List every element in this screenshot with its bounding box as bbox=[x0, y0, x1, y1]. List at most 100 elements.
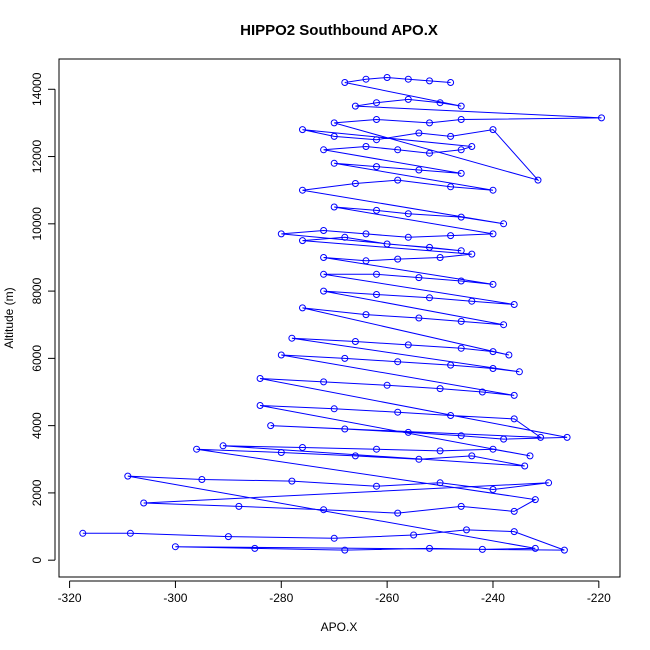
data-point bbox=[531, 544, 539, 552]
data-point bbox=[330, 159, 338, 167]
data-point bbox=[404, 75, 412, 83]
data-point bbox=[436, 479, 444, 487]
data-point bbox=[320, 270, 328, 278]
data-point bbox=[330, 203, 338, 211]
data-point bbox=[526, 452, 534, 460]
data-point bbox=[489, 445, 497, 453]
data-point bbox=[489, 126, 497, 134]
x-axis: -320 -300 -280 -260 -240 -220 bbox=[58, 580, 611, 605]
data-point bbox=[457, 344, 465, 352]
data-point bbox=[373, 270, 380, 278]
data-point bbox=[489, 280, 497, 288]
series-line bbox=[82, 76, 602, 551]
data-point bbox=[277, 230, 285, 238]
data-point bbox=[447, 183, 455, 191]
data-point bbox=[478, 388, 486, 396]
data-point bbox=[124, 472, 132, 480]
data-point bbox=[489, 486, 497, 493]
data-point bbox=[404, 341, 412, 349]
data-point bbox=[193, 445, 201, 453]
data-point bbox=[468, 250, 476, 258]
data-point bbox=[560, 546, 568, 554]
data-point bbox=[394, 255, 402, 263]
data-point bbox=[468, 143, 476, 150]
data-point bbox=[341, 233, 349, 241]
data-point bbox=[457, 247, 465, 255]
data-point bbox=[373, 291, 380, 298]
data-point bbox=[426, 294, 433, 302]
data-point bbox=[426, 77, 433, 85]
data-point bbox=[515, 368, 523, 376]
data-point bbox=[436, 447, 444, 455]
data-point bbox=[126, 529, 134, 537]
data-point bbox=[447, 79, 455, 86]
data-point bbox=[362, 311, 370, 319]
data-point bbox=[426, 243, 433, 251]
data-point bbox=[410, 531, 418, 539]
data-point bbox=[140, 499, 148, 507]
data-point bbox=[404, 428, 412, 436]
data-point bbox=[394, 358, 402, 366]
data-point bbox=[351, 102, 359, 110]
data-point bbox=[341, 546, 349, 554]
data-point bbox=[79, 529, 87, 537]
data-point bbox=[500, 435, 508, 443]
data-point bbox=[510, 301, 518, 308]
y-tick-label: 8000 bbox=[30, 277, 44, 304]
data-point bbox=[500, 321, 508, 329]
x-tick-label: -260 bbox=[375, 591, 399, 605]
y-tick-label: 0 bbox=[30, 557, 44, 564]
data-layer bbox=[79, 74, 605, 554]
data-point bbox=[426, 149, 433, 157]
data-point bbox=[330, 534, 338, 542]
data-point bbox=[330, 405, 338, 413]
data-point bbox=[299, 237, 306, 245]
data-point bbox=[404, 210, 412, 218]
data-point bbox=[436, 385, 444, 393]
data-point bbox=[415, 274, 423, 282]
data-point bbox=[415, 129, 423, 137]
data-point bbox=[457, 146, 465, 154]
data-point bbox=[447, 412, 455, 419]
data-point bbox=[404, 95, 412, 103]
y-axis-label: Altitude (m) bbox=[2, 287, 16, 348]
data-point bbox=[404, 233, 412, 241]
data-point bbox=[373, 136, 380, 144]
data-point bbox=[468, 297, 476, 305]
x-tick-label: -300 bbox=[163, 591, 187, 605]
data-point bbox=[521, 462, 529, 470]
data-point bbox=[224, 533, 232, 541]
data-point bbox=[500, 220, 508, 228]
data-point bbox=[563, 433, 571, 441]
data-point bbox=[436, 99, 444, 107]
data-point bbox=[320, 287, 328, 295]
data-point bbox=[394, 509, 402, 517]
data-point bbox=[330, 132, 338, 140]
data-point bbox=[277, 449, 285, 456]
x-axis-label: APO.X bbox=[321, 620, 358, 634]
data-point bbox=[235, 502, 243, 510]
data-point bbox=[463, 526, 470, 534]
data-point bbox=[383, 381, 391, 389]
data-point bbox=[362, 75, 370, 83]
data-point bbox=[489, 186, 497, 194]
data-point bbox=[256, 375, 264, 382]
data-point bbox=[478, 545, 486, 553]
data-point bbox=[362, 257, 370, 265]
data-point bbox=[373, 116, 380, 123]
data-point bbox=[373, 445, 380, 453]
x-tick-label: -280 bbox=[269, 591, 293, 605]
data-point bbox=[299, 126, 306, 134]
data-point bbox=[383, 240, 391, 248]
data-point bbox=[394, 176, 402, 184]
data-point bbox=[394, 146, 402, 154]
data-point bbox=[489, 230, 497, 238]
data-point bbox=[299, 444, 306, 451]
x-tick-label: -320 bbox=[58, 591, 82, 605]
data-point bbox=[447, 132, 455, 140]
data-point bbox=[171, 543, 179, 551]
y-tick-label: 4000 bbox=[30, 412, 44, 439]
data-point bbox=[468, 452, 476, 460]
data-point bbox=[415, 166, 423, 174]
